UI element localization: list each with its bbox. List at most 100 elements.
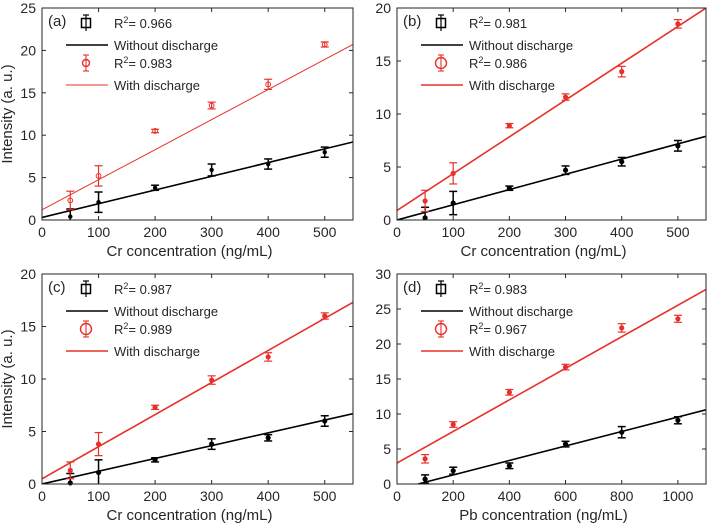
data-point-without-discharge (619, 429, 625, 435)
legend-r2-with-discharge: R2= 0.967 (469, 321, 527, 337)
legend-label-without-discharge: Without discharge (469, 304, 573, 319)
data-point-without-discharge (265, 161, 271, 167)
x-axis-label: Cr concentration (ng/mL) (107, 507, 273, 524)
x-tick-label: 400 (257, 488, 281, 504)
y-tick-label: 0 (28, 212, 36, 228)
legend-r2-with-discharge: R2= 0.983 (114, 55, 172, 71)
data-point-with-discharge (95, 173, 102, 179)
data-point-without-discharge (265, 435, 271, 441)
y-tick-label: 20 (375, 0, 391, 16)
y-axis-label: Intensity (a. u.) (0, 329, 16, 428)
x-tick-label: 300 (200, 224, 224, 240)
data-point-without-discharge (422, 215, 428, 221)
x-tick-label: 400 (257, 224, 281, 240)
legend-label-with-discharge: With discharge (469, 78, 555, 93)
legend-r2-without-discharge: R2= 0.987 (114, 281, 172, 297)
data-point-without-discharge (450, 200, 456, 206)
x-tick-label: 400 (610, 224, 634, 240)
legend-r2-without-discharge: R2= 0.983 (469, 281, 527, 297)
data-point-with-discharge (152, 128, 158, 134)
panel-label: (c) (48, 279, 66, 296)
y-tick-label: 30 (375, 266, 391, 282)
y-tick-label: 5 (383, 159, 391, 175)
data-point-without-discharge (619, 159, 625, 165)
y-tick-label: 20 (375, 336, 391, 352)
x-tick-label: 200 (143, 488, 167, 504)
legend-label-with-discharge: With discharge (469, 344, 555, 359)
data-point-with-discharge (67, 197, 74, 204)
data-point-without-discharge (562, 441, 569, 447)
y-tick-label: 5 (28, 170, 36, 186)
x-axis-label: Cr concentration (ng/mL) (107, 243, 273, 260)
data-point-with-discharge (208, 102, 215, 109)
data-point-without-discharge (209, 441, 215, 447)
data-point-without-discharge (95, 469, 102, 476)
x-tick-label: 600 (554, 488, 578, 504)
legend-label-with-discharge: With discharge (114, 344, 200, 359)
data-point-with-discharge (322, 313, 328, 319)
data-point-with-discharge (95, 441, 102, 447)
x-tick-label: 0 (393, 488, 401, 504)
data-point-without-discharge (422, 476, 428, 482)
data-point-without-discharge (562, 167, 569, 173)
x-tick-label: 500 (666, 224, 690, 240)
x-tick-label: 100 (442, 224, 466, 240)
panel-3: 0 200 400 600 800 1000 0 5 10 15 20 25 30 (d) R2= 0.98… (375, 266, 707, 524)
data-point-with-discharge (562, 364, 569, 370)
x-tick-label: 100 (87, 488, 111, 504)
legend-r2-without-discharge: R2= 0.981 (469, 15, 527, 31)
data-point-with-discharge (67, 467, 73, 473)
x-tick-label: 1000 (662, 488, 693, 504)
panel-1: 0 100 200 300 400 500 0 5 10 15 20 (b) R2= 0.981 With… (375, 0, 707, 260)
data-point-with-discharge (675, 21, 681, 27)
data-point-without-discharge (209, 167, 214, 173)
y-tick-label: 5 (28, 424, 36, 440)
legend-label-without-discharge: Without discharge (114, 38, 218, 53)
data-point-with-discharge (265, 354, 271, 360)
legend-r2-without-discharge: R2= 0.966 (114, 15, 172, 31)
data-point-without-discharge (68, 214, 73, 219)
panel-label: (b) (403, 13, 421, 30)
x-tick-label: 100 (87, 224, 111, 240)
x-tick-label: 200 (143, 224, 167, 240)
data-point-with-discharge (321, 41, 328, 48)
fit-line-with-discharge (397, 288, 706, 464)
data-point-without-discharge (67, 480, 73, 486)
legend-label-without-discharge: Without discharge (114, 304, 218, 319)
fit-line-with-discharge (42, 301, 353, 480)
data-point-with-discharge (562, 94, 569, 100)
x-axis-label: Cr concentration (ng/mL) (461, 243, 627, 260)
data-point-with-discharge (619, 325, 625, 331)
x-tick-label: 300 (200, 488, 224, 504)
x-axis-label: Pb concentration (ng/mL) (459, 507, 627, 524)
panel-label: (a) (48, 13, 66, 30)
data-point-with-discharge (450, 170, 456, 176)
data-point-without-discharge (322, 418, 328, 424)
y-tick-label: 25 (20, 0, 36, 16)
y-tick-label: 20 (20, 42, 36, 58)
data-point-with-discharge (619, 69, 625, 75)
data-point-without-discharge (506, 463, 512, 469)
data-point-without-discharge (152, 185, 158, 190)
y-tick-label: 10 (20, 127, 36, 143)
y-tick-label: 10 (375, 406, 391, 422)
y-tick-label: 25 (375, 301, 391, 317)
data-point-without-discharge (506, 185, 512, 191)
y-tick-label: 5 (383, 441, 391, 457)
data-point-with-discharge (265, 81, 272, 88)
x-tick-label: 0 (38, 224, 46, 240)
panel-0: 0 100 200 300 400 500 0 5 10 15 20 25 (a) R2= 0.966 Wi… (0, 0, 354, 260)
y-tick-label: 15 (20, 85, 36, 101)
axis-box (396, 273, 707, 485)
y-tick-label: 10 (375, 106, 391, 122)
fit-line-without-discharge (397, 135, 706, 220)
y-tick-label: 15 (375, 53, 391, 69)
data-point-with-discharge (422, 456, 428, 462)
data-point-without-discharge (450, 468, 456, 474)
y-tick-label: 0 (28, 476, 36, 492)
y-tick-label: 15 (20, 319, 36, 335)
axis-box (41, 273, 354, 485)
legend-label-with-discharge: With discharge (114, 78, 200, 93)
data-point-without-discharge (152, 457, 158, 463)
